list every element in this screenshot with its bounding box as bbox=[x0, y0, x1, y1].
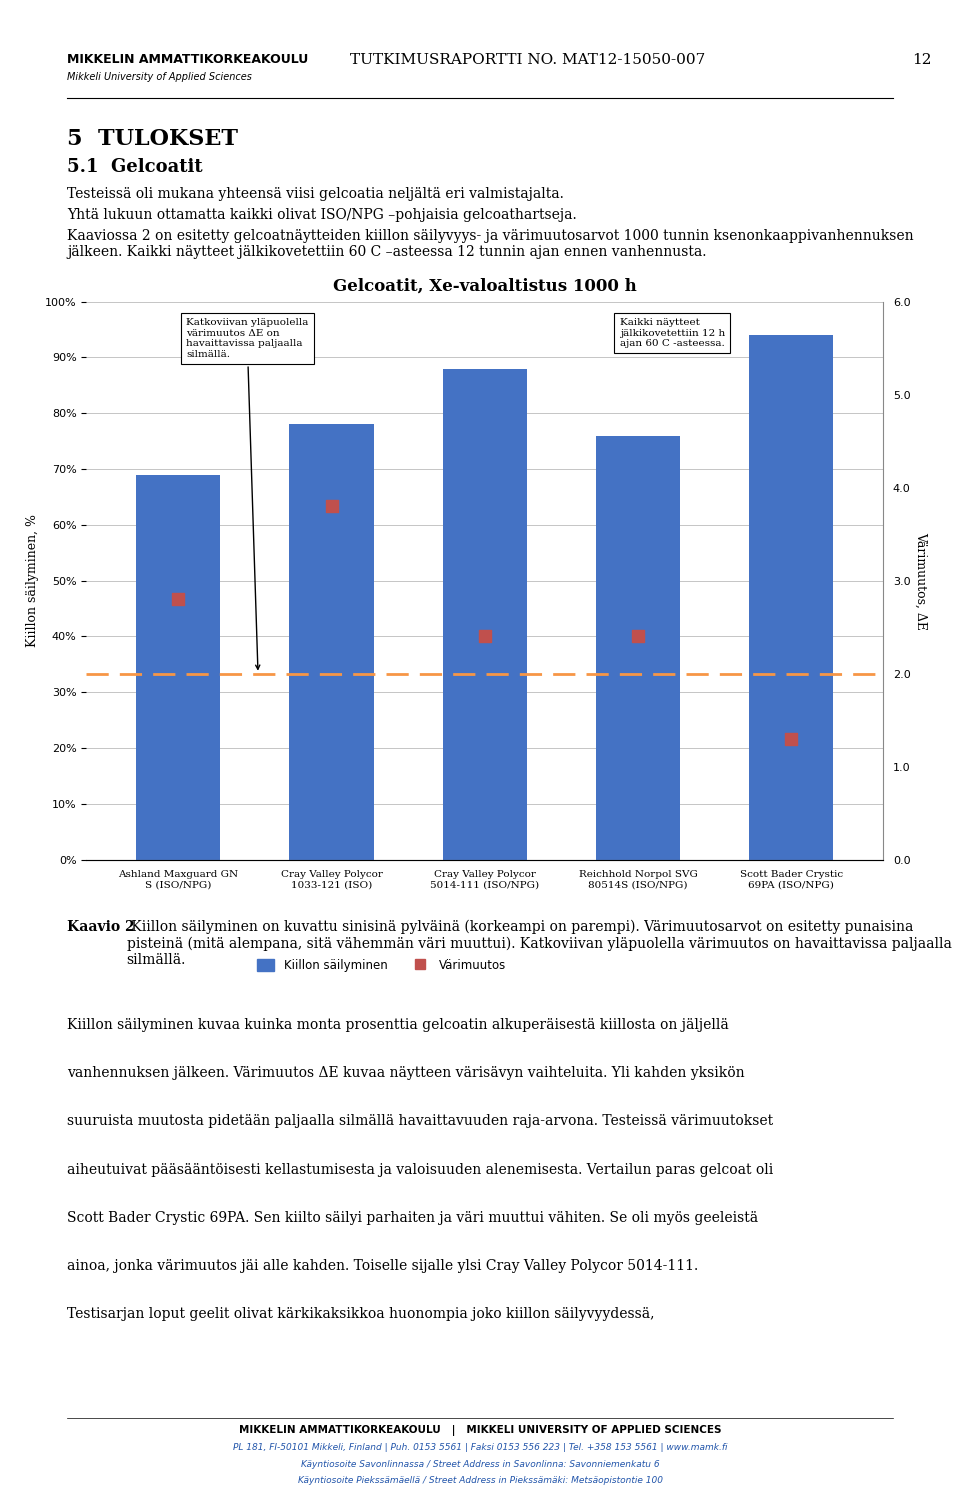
Bar bbox=[749, 335, 833, 860]
Text: 5.1  Gelcoatit: 5.1 Gelcoatit bbox=[67, 158, 203, 176]
Text: MIKKELIN AMMATTIKORKEAKOULU: MIKKELIN AMMATTIKORKEAKOULU bbox=[67, 53, 308, 66]
Text: Käyntiosoite Piekssämäellä / Street Address in Piekssämäki: Metsäopistontie 100: Käyntiosoite Piekssämäellä / Street Addr… bbox=[298, 1476, 662, 1485]
Point bbox=[324, 495, 339, 519]
Text: Kiillon säilyminen kuvaa kuinka monta prosenttia gelcoatin alkuperäisestä kiillo: Kiillon säilyminen kuvaa kuinka monta pr… bbox=[67, 1018, 729, 1031]
Y-axis label: Värimuutos, ΔE: Värimuutos, ΔE bbox=[914, 532, 927, 629]
Text: Kaaviossa 2 on esitetty gelcoatnäytteiden kiillon säilyvyys- ja värimuutosarvot : Kaaviossa 2 on esitetty gelcoatnäytteide… bbox=[67, 229, 914, 259]
Text: Katkoviivan yläpuolella
värimuutos ΔE on
havaittavissa paljaalla
silmällä.: Katkoviivan yläpuolella värimuutos ΔE on… bbox=[186, 318, 308, 670]
Text: 5  TULOKSET: 5 TULOKSET bbox=[67, 128, 238, 151]
Y-axis label: Kiillon säilyminen, %: Kiillon säilyminen, % bbox=[27, 514, 39, 647]
Text: MIKKELIN AMMATTIKORKEAKOULU   |   MIKKELI UNIVERSITY OF APPLIED SCIENCES: MIKKELIN AMMATTIKORKEAKOULU | MIKKELI UN… bbox=[239, 1425, 721, 1436]
Point bbox=[783, 727, 799, 751]
Bar bbox=[289, 424, 373, 860]
Point bbox=[477, 624, 492, 648]
Point bbox=[171, 587, 186, 611]
Text: Testisarjan loput geelit olivat kärkikaksikkoa huonompia joko kiillon säilyvyyde: Testisarjan loput geelit olivat kärkikak… bbox=[67, 1307, 655, 1321]
Text: Kaikki näytteet
jälkikovetettiin 12 h
ajan 60 C -asteessa.: Kaikki näytteet jälkikovetettiin 12 h aj… bbox=[619, 318, 725, 348]
Bar bbox=[136, 475, 221, 860]
Text: Yhtä lukuun ottamatta kaikki olivat ISO/NPG –pohjaisia gelcoathartseja.: Yhtä lukuun ottamatta kaikki olivat ISO/… bbox=[67, 208, 577, 222]
Bar bbox=[443, 368, 527, 860]
Text: aiheutuivat pääsääntöisesti kellastumisesta ja valoisuuden alenemisesta. Vertail: aiheutuivat pääsääntöisesti kellastumise… bbox=[67, 1163, 774, 1176]
Text: 12: 12 bbox=[912, 53, 931, 66]
Point bbox=[631, 624, 646, 648]
Text: suuruista muutosta pidetään paljaalla silmällä havaittavuuden raja-arvona. Teste: suuruista muutosta pidetään paljaalla si… bbox=[67, 1114, 774, 1128]
Text: vanhennuksen jälkeen. Värimuutos ΔE kuvaa näytteen värisävyn vaihteluita. Yli ka: vanhennuksen jälkeen. Värimuutos ΔE kuva… bbox=[67, 1066, 745, 1080]
Text: Mikkeli University of Applied Sciences: Mikkeli University of Applied Sciences bbox=[67, 72, 252, 83]
Bar bbox=[596, 436, 681, 860]
Text: Testeissä oli mukana yhteensä viisi gelcoatia neljältä eri valmistajalta.: Testeissä oli mukana yhteensä viisi gelc… bbox=[67, 187, 564, 201]
Legend: Kiillon säilyminen, Värimuutos: Kiillon säilyminen, Värimuutos bbox=[252, 955, 511, 976]
Text: PL 181, FI-50101 Mikkeli, Finland | Puh. 0153 5561 | Faksi 0153 556 223 | Tel. +: PL 181, FI-50101 Mikkeli, Finland | Puh.… bbox=[232, 1443, 728, 1452]
Title: Gelcoatit, Xe-valoaltistus 1000 h: Gelcoatit, Xe-valoaltistus 1000 h bbox=[333, 277, 636, 294]
Text: TUTKIMUSRAPORTTI NO. MAT12-15050-007: TUTKIMUSRAPORTTI NO. MAT12-15050-007 bbox=[350, 53, 706, 66]
Text: Käyntiosoite Savonlinnassa / Street Address in Savonlinna: Savonniemenkatu 6: Käyntiosoite Savonlinnassa / Street Addr… bbox=[300, 1460, 660, 1469]
Text: Scott Bader Crystic 69PA. Sen kiilto säilyi parhaiten ja väri muuttui vähiten. S: Scott Bader Crystic 69PA. Sen kiilto säi… bbox=[67, 1211, 758, 1224]
Text: Kiillon säilyminen on kuvattu sinisinä pylväinä (korkeampi on parempi). Värimuut: Kiillon säilyminen on kuvattu sinisinä p… bbox=[127, 920, 951, 967]
Text: ainoa, jonka värimuutos jäi alle kahden. Toiselle sijalle ylsi Cray Valley Polyc: ainoa, jonka värimuutos jäi alle kahden.… bbox=[67, 1259, 699, 1273]
Text: Kaavio 2: Kaavio 2 bbox=[67, 920, 134, 933]
